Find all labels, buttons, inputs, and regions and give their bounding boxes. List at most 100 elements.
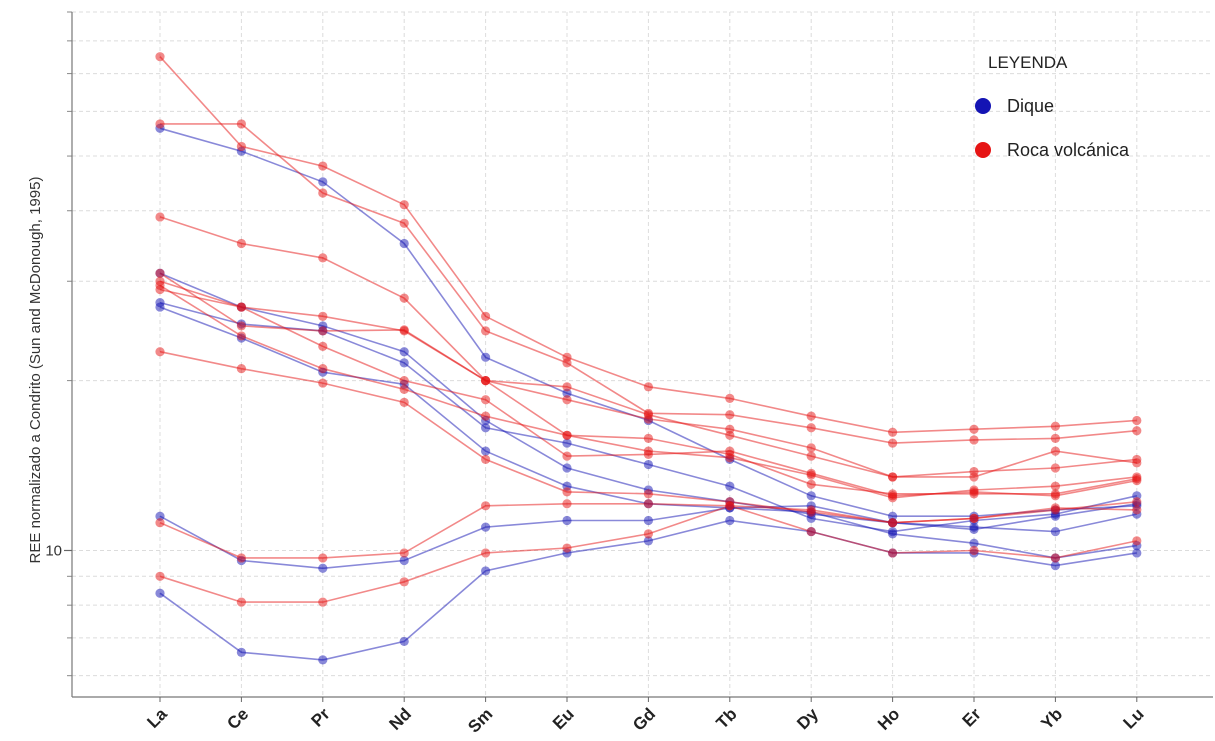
x-tick-label-la: La xyxy=(143,704,171,732)
data-point xyxy=(236,647,246,657)
data-point xyxy=(155,347,165,357)
x-tick-label-nd: Nd xyxy=(386,704,415,733)
data-point xyxy=(806,491,816,501)
data-point xyxy=(318,177,328,187)
x-tick-label-eu: Eu xyxy=(549,704,578,733)
data-point xyxy=(562,543,572,553)
data-point xyxy=(236,238,246,249)
x-tick-label-er: Er xyxy=(959,704,985,730)
data-point xyxy=(318,253,328,263)
data-point xyxy=(318,655,328,665)
data-point xyxy=(806,470,816,480)
data-point xyxy=(1050,463,1060,473)
data-point xyxy=(399,325,409,335)
data-point xyxy=(236,553,246,563)
data-point xyxy=(969,524,979,534)
data-point xyxy=(562,515,572,526)
data-point xyxy=(481,446,491,456)
data-point xyxy=(725,424,735,434)
data-point xyxy=(643,446,654,456)
data-point xyxy=(481,423,491,433)
data-point xyxy=(481,566,491,576)
data-point xyxy=(155,588,165,598)
data-point xyxy=(1132,536,1142,546)
data-point xyxy=(1132,472,1142,482)
legend-marker xyxy=(975,142,991,158)
data-point xyxy=(969,513,979,523)
data-point xyxy=(969,538,979,548)
data-point xyxy=(969,424,979,434)
data-point xyxy=(1050,553,1060,563)
data-point xyxy=(1050,527,1060,537)
data-point xyxy=(643,499,654,509)
data-point xyxy=(562,430,572,440)
x-tick-label-ho: Ho xyxy=(874,704,903,733)
data-point xyxy=(643,515,654,526)
x-tick-label-dy: Dy xyxy=(793,704,822,733)
legend-title: LEYENDA xyxy=(988,53,1068,72)
data-point xyxy=(481,454,491,465)
data-point xyxy=(155,212,165,222)
data-point xyxy=(643,382,654,392)
data-point xyxy=(725,453,735,463)
data-point xyxy=(399,555,409,566)
data-point xyxy=(1050,491,1060,501)
data-point xyxy=(155,280,165,290)
data-point xyxy=(562,499,572,509)
axis-layer xyxy=(64,11,1213,702)
data-point xyxy=(155,302,165,312)
data-point xyxy=(643,536,654,546)
data-point xyxy=(806,513,816,523)
data-point xyxy=(318,326,328,336)
series-points xyxy=(155,52,1142,665)
data-point xyxy=(806,423,816,433)
data-point xyxy=(806,505,816,515)
data-point xyxy=(155,268,165,278)
data-point xyxy=(399,384,409,394)
x-tick-label-lu: Lu xyxy=(1119,704,1147,732)
data-point xyxy=(399,548,409,558)
data-point xyxy=(318,364,328,374)
data-point xyxy=(236,321,246,331)
data-point xyxy=(481,395,491,405)
data-point xyxy=(1050,503,1060,513)
x-tick-label-gd: Gd xyxy=(629,704,659,734)
data-point xyxy=(236,119,246,129)
data-point xyxy=(481,311,491,321)
y-tick-label: 10 xyxy=(45,542,62,559)
data-point xyxy=(318,161,328,171)
data-point xyxy=(806,411,816,421)
legend-marker xyxy=(975,98,991,114)
data-point xyxy=(318,341,328,351)
data-point xyxy=(969,485,979,495)
data-point xyxy=(806,451,816,461)
data-point xyxy=(643,459,654,470)
data-point xyxy=(399,293,409,303)
data-point xyxy=(399,358,409,368)
series-line-roca-volcanica xyxy=(160,123,1137,444)
data-point xyxy=(562,463,572,473)
data-point xyxy=(888,518,898,528)
data-point xyxy=(236,302,246,312)
data-point xyxy=(399,218,409,228)
data-point xyxy=(1132,505,1142,515)
data-point xyxy=(1050,433,1060,443)
data-point xyxy=(481,548,491,558)
data-point xyxy=(399,636,409,647)
data-point xyxy=(1132,497,1142,507)
data-point xyxy=(725,393,735,403)
data-point xyxy=(1132,454,1142,465)
data-point xyxy=(399,200,409,210)
data-point xyxy=(155,511,165,521)
data-point xyxy=(1050,481,1060,491)
legend: LEYENDA Dique Roca volcánica xyxy=(975,53,1130,160)
x-tick-label-sm: Sm xyxy=(464,704,496,736)
data-point xyxy=(806,479,816,489)
data-point xyxy=(888,529,898,539)
data-point xyxy=(481,326,491,336)
data-point xyxy=(562,438,572,448)
data-point xyxy=(481,411,491,421)
data-point xyxy=(806,527,816,537)
